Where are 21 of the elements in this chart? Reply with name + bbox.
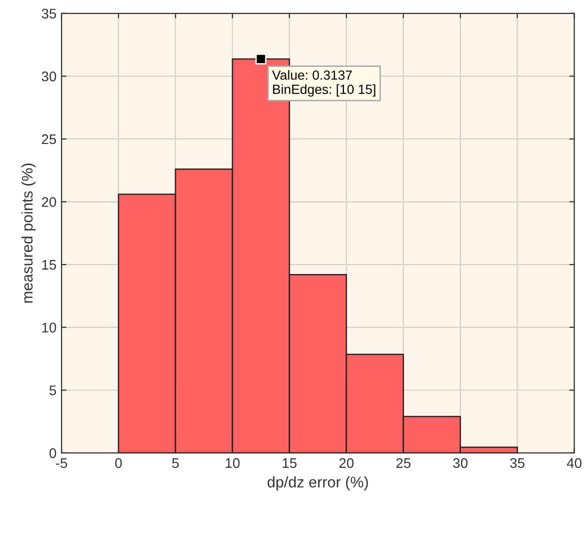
x-tick-label: 15: [282, 458, 297, 468]
x-tick-label: 25: [396, 458, 411, 468]
x-tick-label: 35: [510, 458, 524, 468]
x-tick-label: 40: [566, 458, 582, 468]
y-tick-label: 25: [42, 134, 56, 144]
y-tick-label: 20: [42, 197, 56, 207]
x-axis-title: dp/dz error (%): [268, 476, 368, 491]
y-tick-label: 10: [42, 322, 56, 333]
y-tick-label: 5: [50, 386, 56, 396]
x-tick-label: 0: [115, 458, 122, 468]
annotation: Value: 0.3137 BinEdges: [10 15]: [272, 70, 376, 97]
y-tick-label: 0: [49, 448, 56, 458]
y-tick-label: 15: [42, 260, 56, 270]
y-tick-label: 30: [42, 72, 56, 82]
x-tick-label: 5: [172, 458, 179, 468]
x-tick-label: 10: [226, 458, 240, 468]
x-tick-label: 30: [453, 458, 468, 468]
x-tick-label: -5: [56, 458, 68, 468]
x-tick-label: 20: [339, 458, 354, 468]
y-tick-label: 35: [42, 8, 56, 19]
y-axis-title: measured points (%): [21, 164, 36, 303]
